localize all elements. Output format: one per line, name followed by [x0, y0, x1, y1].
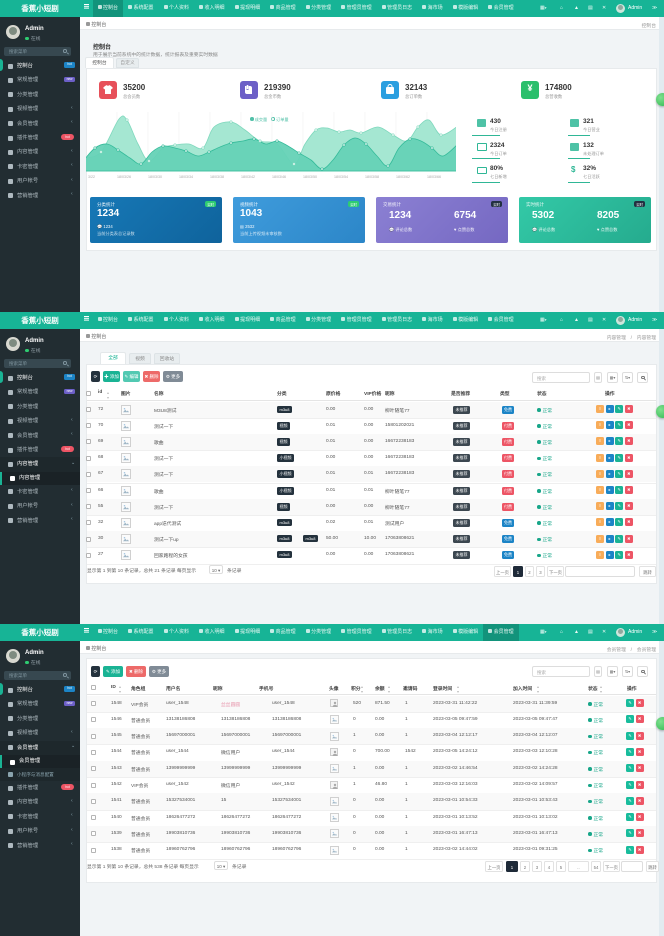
- svg-text:18/03/34: 18/03/34: [179, 175, 193, 179]
- svg-text:18/03/54: 18/03/54: [334, 175, 348, 179]
- svg-text:3/22: 3/22: [88, 175, 95, 179]
- svg-text:18/03/62: 18/03/62: [396, 175, 410, 179]
- svg-text:18/03/50: 18/03/50: [303, 175, 317, 179]
- svg-text:18/03/30: 18/03/30: [148, 175, 162, 179]
- svg-text:18/03/38: 18/03/38: [210, 175, 224, 179]
- svg-text:18/03/46: 18/03/46: [272, 175, 286, 179]
- svg-text:18/03/26: 18/03/26: [117, 175, 131, 179]
- svg-text:18/03/42: 18/03/42: [241, 175, 255, 179]
- svg-text:18/03/58: 18/03/58: [365, 175, 379, 179]
- svg-text:18/03/66: 18/03/66: [427, 175, 441, 179]
